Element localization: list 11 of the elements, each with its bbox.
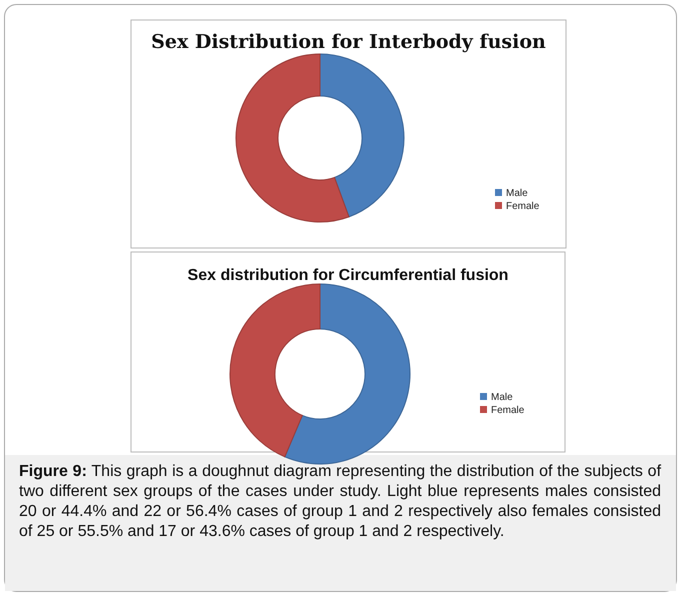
legend-label: Female [506,201,540,212]
legend-label: Male [506,188,528,199]
legend-label: Female [491,405,525,416]
donut-slice [320,54,404,218]
donut-slice [236,54,350,222]
legend-label: Male [491,392,514,403]
chart-title: Sex Distribution for Interbody fusion [151,31,546,53]
caption: Figure 9: This graph is a doughnut diagram representing the distribution of the subjects of two different sex groups of the cases under study. Light blue represents males consisted 20 or 44.4% and 22 or 56.4% cases of group 1 and 2 respectively also females consisted of 25 or 55.5% and 17 or 43.6% cases of group 1 and 2 respectively. [19,462,662,542]
donut-slice [284,284,410,464]
donut-slice [230,284,320,458]
chart-title: Sex distribution for Circumferential fusion [188,267,508,284]
